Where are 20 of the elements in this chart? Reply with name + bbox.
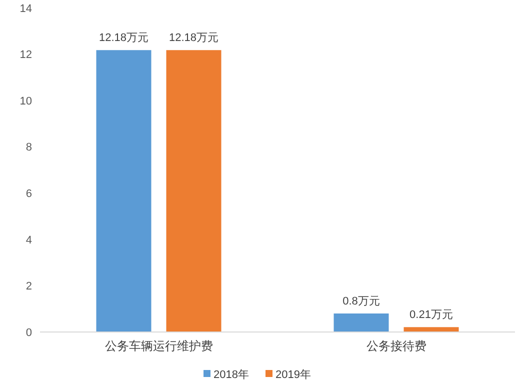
data-label: 0.21万元 xyxy=(410,309,453,322)
legend-label: 2019年 xyxy=(276,368,311,381)
x-tick-label: 公务接待费 xyxy=(366,339,426,353)
x-tick-label: 公务车辆运行维护费 xyxy=(104,339,213,353)
bar xyxy=(96,50,152,332)
bar xyxy=(166,50,222,332)
y-tick-label: 8 xyxy=(26,142,32,154)
y-tick-label: 2 xyxy=(26,280,32,293)
data-label: 0.8万元 xyxy=(342,295,380,308)
bar xyxy=(404,327,459,332)
y-tick-label: 6 xyxy=(26,188,32,200)
bar xyxy=(334,313,389,332)
y-tick-label: 12 xyxy=(20,49,32,62)
y-tick-label: 14 xyxy=(20,2,32,15)
y-tick-label: 10 xyxy=(20,95,32,108)
data-label: 12.18万元 xyxy=(98,32,149,44)
data-label: 12.18万元 xyxy=(168,32,219,44)
legend-label: 2018年 xyxy=(214,368,249,381)
y-tick-label: 4 xyxy=(26,234,32,246)
y-tick-label: 0 xyxy=(26,326,32,339)
